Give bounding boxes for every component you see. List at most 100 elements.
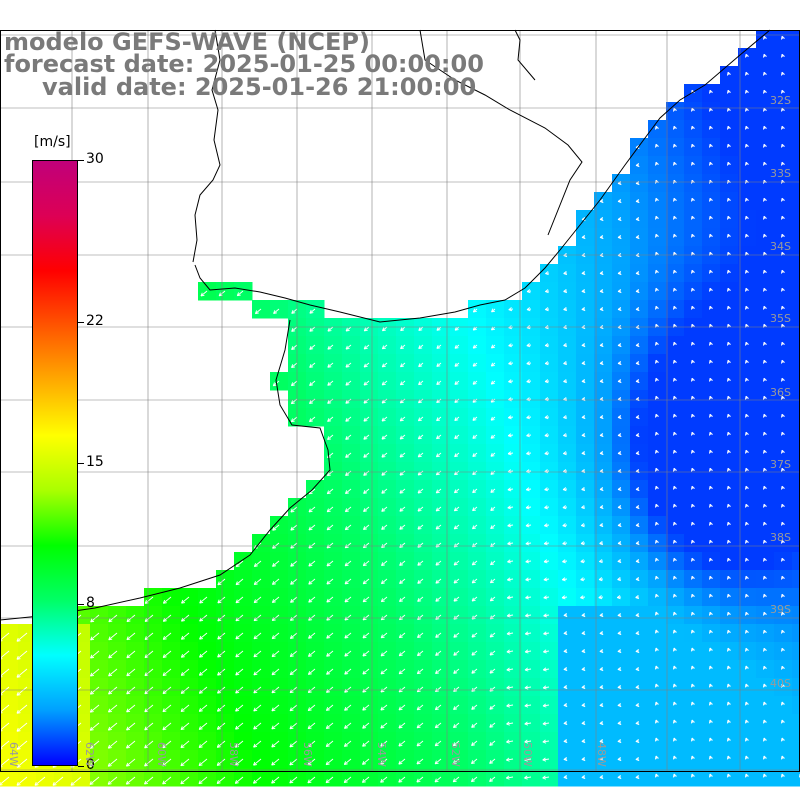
wind-arrow-head [507, 469, 512, 473]
wind-arrow [434, 776, 442, 783]
wind-cell [774, 534, 793, 553]
wind-arrow-head [581, 651, 586, 654]
wind-arrow-head [362, 598, 365, 603]
wind-arrow-head [599, 489, 604, 492]
wind-arrow-head [399, 507, 402, 512]
wind-arrow-head [744, 162, 747, 166]
wind-cell [396, 480, 415, 499]
wind-arrow-head [543, 633, 547, 636]
wind-cell [432, 642, 451, 661]
wind-arrow-head [471, 708, 476, 710]
wind-cell [108, 660, 127, 679]
wind-arrow-head [781, 233, 785, 237]
wind-arrow-head [235, 728, 240, 730]
wind-cell [450, 354, 469, 373]
wind-cell [684, 480, 703, 499]
wind-arrow-head [599, 486, 604, 490]
wind-arrow [126, 614, 136, 622]
wind-arrow-head [471, 636, 476, 638]
wind-cell [18, 696, 37, 715]
wind-arrow [399, 596, 406, 602]
wind-arrow-head [272, 544, 275, 549]
wind-arrow-head [654, 162, 657, 166]
wind-cell [702, 570, 721, 589]
wind-cell [774, 606, 793, 625]
wind-arrow-head [543, 615, 548, 618]
wind-cell [414, 696, 433, 715]
wind-arrow-head [400, 327, 403, 331]
wind-arrow-head [544, 505, 548, 509]
colorbar-tick-label: 15 [86, 454, 104, 470]
wind-arrow [271, 722, 280, 730]
wind-cell [558, 444, 577, 463]
wind-arrow [490, 578, 496, 584]
wind-cell [558, 264, 577, 283]
wind-cell [540, 390, 559, 409]
wind-arrow-head [690, 701, 693, 706]
wind-arrow-head [490, 344, 494, 349]
wind-arrow-head [672, 468, 675, 472]
wind-cell [684, 516, 703, 535]
wind-arrow [489, 740, 496, 746]
wind-arrow-head [543, 613, 547, 617]
wind-arrow-head [417, 525, 420, 530]
wind-arrow [253, 650, 262, 658]
wind-arrow [89, 776, 100, 785]
wind-cell [684, 588, 703, 607]
wind-arrow-head [400, 437, 404, 440]
wind-cell [216, 750, 235, 769]
wind-arrow-head [471, 724, 474, 728]
wind-cell [126, 768, 145, 787]
wind-arrow-head [380, 598, 384, 602]
wind-arrow-head [599, 684, 603, 688]
wind-arrow-head [780, 360, 783, 364]
wind-arrow-head [726, 90, 729, 94]
wind-cell [486, 354, 505, 373]
wind-cell [756, 570, 775, 589]
wind-arrow-head [144, 708, 147, 712]
wind-arrow-head [690, 288, 693, 292]
wind-cell [270, 552, 289, 571]
wind-cell [450, 516, 469, 535]
wind-cell [234, 660, 253, 679]
wind-arrow [542, 758, 550, 761]
wind-arrow [524, 668, 532, 671]
wind-arrow [400, 380, 406, 386]
wind-cell [702, 264, 721, 283]
wind-arrow [490, 524, 496, 529]
wind-cell [630, 714, 649, 733]
wind-cell [342, 606, 361, 625]
wind-arrow-head [563, 630, 567, 634]
wind-arrow [198, 722, 208, 730]
wind-arrow-head [309, 366, 314, 368]
wind-arrow-head [344, 691, 349, 693]
wind-arrow-head [655, 773, 659, 777]
wind-cell [432, 714, 451, 733]
wind-arrow [126, 758, 136, 767]
wind-arrow-head [762, 234, 765, 238]
wind-arrow-head [691, 629, 695, 633]
wind-arrow-head [673, 197, 677, 201]
wind-arrow-head [253, 673, 258, 676]
wind-arrow-head [709, 305, 713, 309]
wind-cell [54, 768, 73, 787]
wind-cell [612, 714, 631, 733]
wind-cell [720, 480, 739, 499]
wind-arrow-head [217, 746, 221, 748]
wind-cell [774, 264, 793, 283]
longitude-label: 60W [155, 742, 168, 767]
wind-arrow [472, 488, 478, 493]
wind-arrow [453, 740, 460, 747]
wind-arrow-head [727, 287, 731, 291]
wind-arrow-head [362, 706, 365, 711]
wind-arrow-head [672, 522, 675, 526]
wind-arrow-head [708, 360, 711, 364]
wind-arrow [16, 686, 28, 696]
wind-arrow [291, 308, 298, 314]
wind-arrow-head [126, 654, 129, 658]
wind-cell [450, 372, 469, 391]
wind-arrow-head [506, 703, 510, 707]
wind-arrow-head [543, 579, 548, 582]
wind-cell [414, 588, 433, 607]
wind-arrow-head [690, 378, 693, 382]
